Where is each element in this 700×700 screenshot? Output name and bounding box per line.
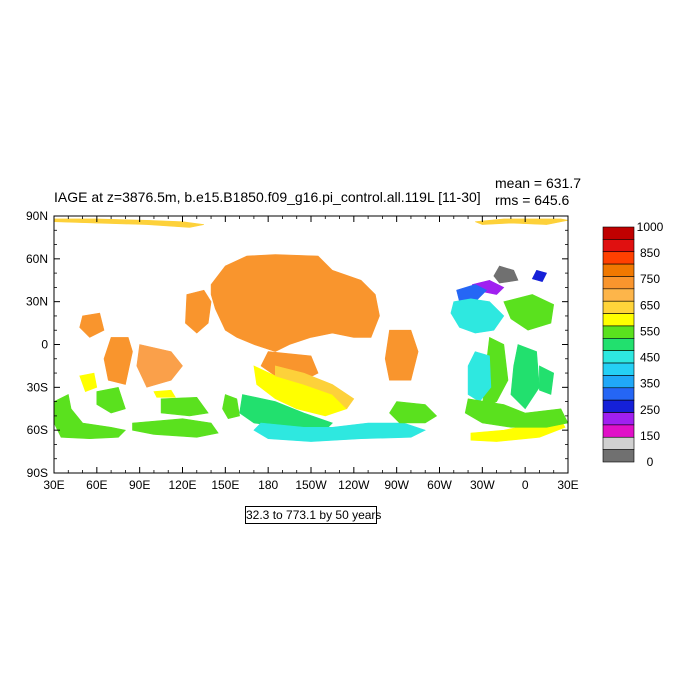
x-tick-label: 180 [258, 478, 278, 492]
colorbar-box [602, 449, 635, 463]
y-tick-label: 30N [26, 295, 48, 309]
field-region-n-atlantic-green [503, 294, 555, 331]
x-tick-label: 30E [557, 478, 578, 492]
y-tick-label: 60S [27, 423, 48, 437]
field-region-indian-orange-1 [103, 337, 133, 385]
field-region-indian-orange-2 [136, 344, 183, 388]
colorbar-box [602, 338, 635, 351]
field-region-indian-green-e [160, 396, 209, 417]
colorbar-label: 650 [640, 298, 660, 312]
x-tick-label: 120W [338, 478, 370, 492]
map-panel: 30E 60E 90E 120E 150E 180 150W 120W 90W 60W 30W 0 30… [26, 209, 579, 492]
colorbar-label: 550 [640, 324, 660, 338]
x-tick-label: 60W [427, 478, 452, 492]
y-tick-label: 60N [26, 252, 48, 266]
field-region-n-pacific-orange [210, 254, 380, 352]
plot-title: IAGE at z=3876.5m, b.e15.B1850.f09_g16.p… [54, 189, 481, 205]
field-region-n-atlantic-cyan [450, 298, 505, 334]
colorbar-box [602, 251, 635, 265]
y-tick-label: 90N [26, 209, 48, 223]
colorbar-label: 450 [640, 351, 660, 365]
x-tick-label: 150E [211, 478, 239, 492]
colorbar-box [602, 399, 635, 413]
y-tick-label: 90S [27, 466, 48, 480]
field-region-indian-yellow-2 [153, 389, 176, 398]
colorbar-label: 150 [640, 429, 660, 443]
colorbar-box [602, 313, 635, 327]
field-region-indian-yellow-1 [79, 372, 98, 392]
x-tick-label: 90E [129, 478, 150, 492]
field-region-south-atlantic-green [464, 398, 568, 428]
colorbar-box [602, 362, 635, 376]
y-tick-label: 0 [41, 338, 48, 352]
colorbar-box [602, 288, 635, 302]
colorbar-box [602, 325, 635, 339]
colorbar-box [602, 424, 635, 438]
colorbar-box [602, 412, 635, 426]
contour-interval-label: 32.3 to 773.1 by 50 years [245, 506, 382, 524]
field-region-arctic-gray [493, 265, 519, 284]
x-tick-label: 150W [295, 478, 327, 492]
rms-statistic: rms = 645.6 [495, 192, 570, 208]
field-region-s-pacific-green-2 [389, 401, 438, 424]
x-tick-label: 30W [470, 478, 495, 492]
field-region-arabian [79, 312, 105, 338]
field-region-s-atlantic-green-3 [539, 365, 555, 395]
colorbar-box [602, 387, 635, 401]
colorbar: 1000 850 750 650 550 450 350 250 150 0 [602, 220, 664, 469]
x-tick-label: 90W [384, 478, 409, 492]
mean-statistic: mean = 631.7 [495, 175, 582, 191]
colorbar-box [602, 300, 635, 314]
x-tick-label: 60E [86, 478, 107, 492]
field-region-australia-south-green [132, 418, 219, 438]
field-region-arctic-west [54, 218, 204, 228]
colorbar-label: 250 [640, 403, 660, 417]
colorbar-label: 850 [640, 246, 660, 260]
field-region-arctic-east [475, 218, 568, 225]
x-tick-label: 30E [43, 478, 64, 492]
field-region-tasman-green [222, 394, 240, 420]
x-tick-label: 0 [522, 478, 529, 492]
field-region-indian-green-w [54, 394, 127, 440]
field-region-atlantic-orange [384, 329, 419, 381]
colorbar-box [602, 239, 635, 253]
colorbar-box [602, 226, 635, 240]
field-layer [54, 218, 568, 442]
colorbar-box [602, 436, 635, 450]
colorbar-label: 750 [640, 272, 660, 286]
colorbar-box [602, 276, 635, 290]
colorbar-label: 0 [647, 455, 654, 469]
field-region-pacific-orange-band [274, 365, 355, 410]
field-region-s-atlantic-green-2 [510, 344, 540, 410]
colorbar-box [602, 263, 635, 277]
x-tick-label: 120E [168, 478, 196, 492]
colorbar-box [602, 375, 635, 389]
colorbar-box [602, 350, 635, 364]
field-region-indian-green-mid [96, 386, 126, 414]
field-region-w-pacific-orange [185, 289, 212, 334]
field-region-nordic-blue [531, 269, 548, 283]
field-region-s-pacific-cyan [253, 422, 426, 442]
colorbar-label: 1000 [637, 220, 664, 234]
y-tick-label: 30S [27, 380, 48, 394]
field-region-n-atlantic-blue [456, 284, 488, 303]
colorbar-label: 350 [640, 377, 660, 391]
